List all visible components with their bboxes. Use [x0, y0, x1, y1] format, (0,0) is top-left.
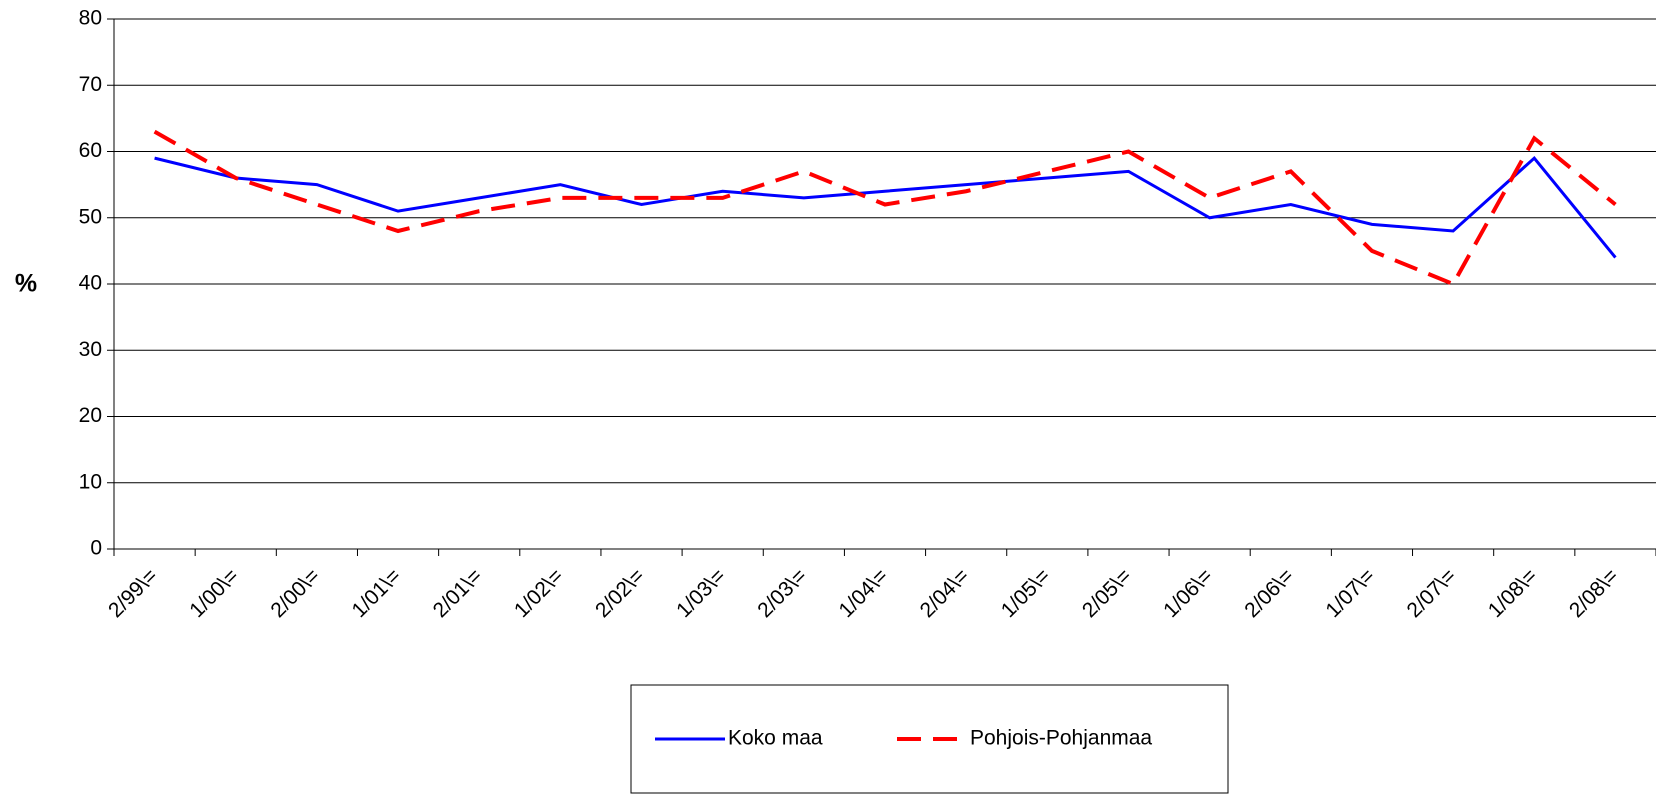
y-tick-label: 30	[79, 338, 102, 361]
y-tick-label: 60	[79, 139, 102, 162]
x-tick-label: 1/04\=	[834, 564, 892, 622]
y-tick-label: 50	[79, 205, 102, 228]
x-tick-label: 2/05\=	[1078, 564, 1136, 622]
x-tick-label: 2/08\=	[1565, 564, 1623, 622]
x-tick-label: 1/00\=	[185, 564, 243, 622]
x-tick-label: 1/08\=	[1484, 564, 1542, 622]
x-tick-label: 1/02\=	[510, 564, 568, 622]
x-tick-label: 1/07\=	[1321, 564, 1379, 622]
series-line	[153, 129, 1617, 287]
y-tick-label: 20	[79, 404, 102, 427]
x-tick-label: 1/06\=	[1159, 564, 1217, 622]
legend-label: Pohjois-Pohjanmaa	[970, 727, 1152, 750]
y-axis-label: %	[15, 270, 37, 298]
x-tick-label: 2/04\=	[916, 564, 974, 622]
x-tick-label: 2/99\=	[104, 564, 162, 622]
x-tick-label: 2/02\=	[591, 564, 649, 622]
x-tick-label: 2/03\=	[753, 564, 811, 622]
x-tick-label: 1/01\=	[348, 564, 406, 622]
x-tick-label: 2/00\=	[266, 564, 324, 622]
x-tick-label: 1/05\=	[997, 564, 1055, 622]
y-tick-label: 70	[79, 73, 102, 96]
x-tick-label: 2/06\=	[1240, 564, 1298, 622]
y-tick-label: 0	[90, 537, 102, 560]
x-tick-label: 2/07\=	[1403, 564, 1461, 622]
series-line	[154, 155, 1617, 259]
x-tick-label: 2/01\=	[429, 564, 487, 622]
legend-label: Koko maa	[728, 727, 823, 750]
y-tick-label: 80	[79, 7, 102, 30]
y-tick-label: 10	[79, 470, 102, 493]
legend-box	[630, 684, 1229, 794]
y-tick-label: 40	[79, 272, 102, 295]
x-tick-label: 1/03\=	[672, 564, 730, 622]
